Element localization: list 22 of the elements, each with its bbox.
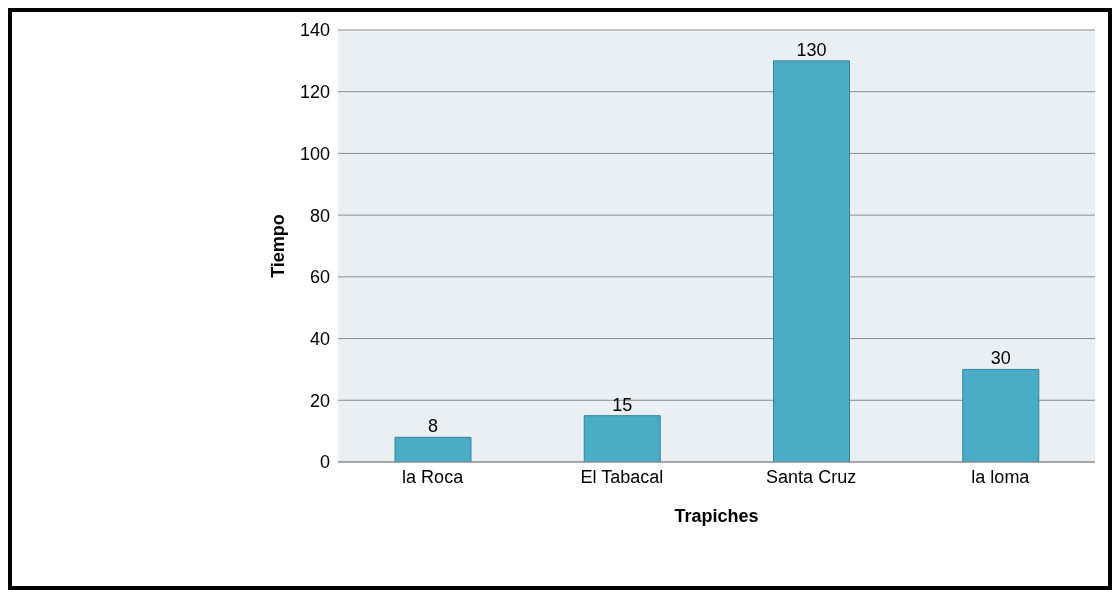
bar <box>394 436 472 462</box>
y-tick-label: 100 <box>299 143 330 164</box>
x-tick-label: El Tabacal <box>580 466 664 487</box>
data-label: 15 <box>612 394 633 415</box>
data-label: 130 <box>796 39 827 60</box>
data-label: 30 <box>990 348 1011 369</box>
x-tick-label: la Roca <box>402 466 465 487</box>
y-tick-label: 40 <box>309 328 330 349</box>
y-axis-title: Tiempo <box>268 214 289 278</box>
y-tick-label: 20 <box>309 390 330 411</box>
y-tick-label: 60 <box>309 267 330 288</box>
data-label: 8 <box>427 416 439 437</box>
y-tick-label: 120 <box>299 82 330 103</box>
x-tick-label: Santa Cruz <box>766 466 857 487</box>
y-tick-label: 140 <box>299 20 330 41</box>
bar <box>583 415 661 462</box>
bar <box>962 368 1040 462</box>
y-tick-label: 80 <box>309 205 330 226</box>
x-axis-title: Trapiches <box>674 506 759 526</box>
bar <box>773 60 850 462</box>
x-tick-label: la loma <box>971 466 1031 487</box>
y-tick-label: 0 <box>319 452 330 473</box>
